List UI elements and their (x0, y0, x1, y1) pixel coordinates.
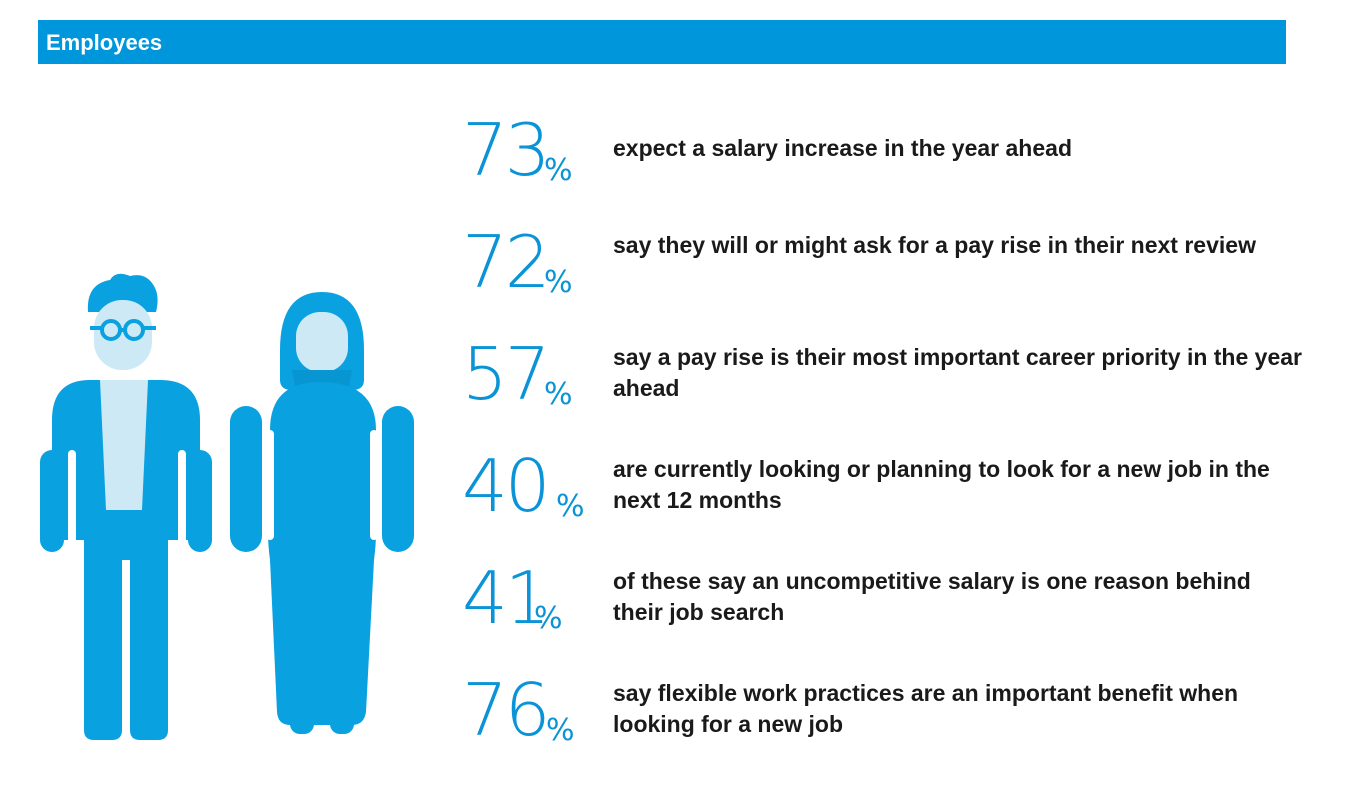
stat-percent-sign: % (546, 713, 575, 748)
stat-row: 76 % say flexible work practices are an … (462, 670, 1322, 750)
man-figure-icon (40, 273, 212, 740)
stat-row: 41 % of these say an uncompetitive salar… (462, 558, 1322, 638)
stat-description: are currently looking or planning to loo… (613, 456, 1270, 513)
stat-description: say they will or might ask for a pay ris… (613, 232, 1256, 258)
stat-row: 73 % expect a salary increase in the yea… (462, 110, 1322, 190)
stat-percent-sign: % (544, 377, 573, 412)
stat-percent-sign: % (544, 153, 573, 188)
stat-description: of these say an uncompetitive salary is … (613, 568, 1251, 625)
figures-illustration (30, 270, 420, 740)
section-header: Employees (38, 20, 1286, 64)
stat-row: 57 % say a pay rise is their most import… (462, 334, 1322, 414)
stat-value: 41 (462, 556, 551, 640)
stat-percent-sign: % (534, 601, 563, 636)
stat-value: 72 (462, 220, 551, 304)
stat-percent-sign: % (544, 265, 573, 300)
stat-description: say flexible work practices are an impor… (613, 680, 1239, 737)
stat-row: 40 % are currently looking or planning t… (462, 446, 1322, 526)
stat-description: expect a salary increase in the year ahe… (613, 135, 1072, 161)
stat-description: say a pay rise is their most important c… (613, 344, 1302, 401)
stat-row: 72 % say they will or might ask for a pa… (462, 222, 1322, 302)
section-title: Employees (46, 30, 163, 55)
woman-figure-icon (230, 292, 414, 734)
stat-value: 73 (462, 108, 551, 192)
stat-percent-sign: % (556, 489, 585, 524)
stat-value: 76 (462, 668, 551, 752)
stat-value: 57 (462, 332, 551, 416)
stat-value: 40 (462, 444, 551, 528)
